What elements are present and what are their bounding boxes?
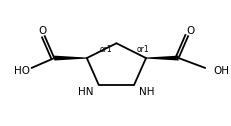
Text: or1: or1: [136, 45, 148, 54]
Text: HO: HO: [14, 66, 30, 76]
Text: O: O: [38, 26, 46, 36]
Text: or1: or1: [99, 45, 112, 54]
Text: NH: NH: [139, 87, 154, 97]
Polygon shape: [145, 56, 178, 60]
Text: OH: OH: [212, 66, 228, 76]
Text: HN: HN: [78, 87, 93, 97]
Polygon shape: [54, 56, 86, 60]
Text: O: O: [185, 26, 194, 36]
